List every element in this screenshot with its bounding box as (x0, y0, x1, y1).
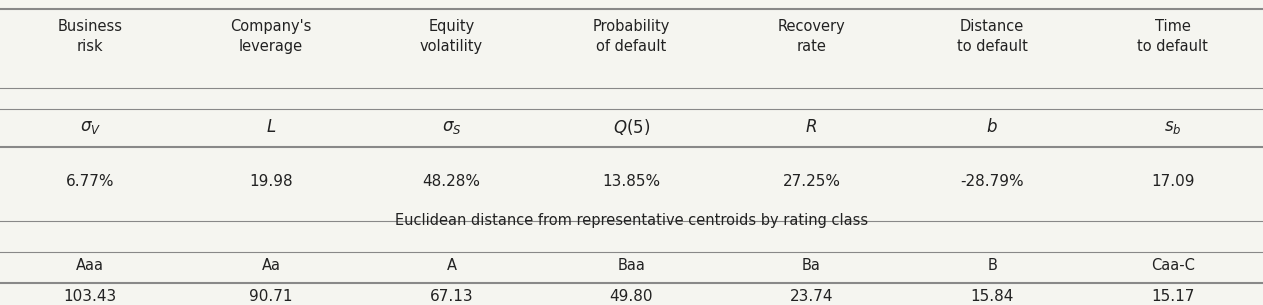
Text: $R$: $R$ (806, 118, 817, 136)
Text: Company's
leverage: Company's leverage (230, 19, 312, 54)
Text: Time
to default: Time to default (1137, 19, 1209, 54)
Text: $L$: $L$ (265, 118, 277, 136)
Text: Business
risk: Business risk (58, 19, 123, 54)
Text: Recovery
rate: Recovery rate (778, 19, 845, 54)
Text: Distance
to default: Distance to default (956, 19, 1028, 54)
Text: $\sigma_V$: $\sigma_V$ (80, 118, 101, 136)
Text: 27.25%: 27.25% (783, 174, 840, 189)
Text: 90.71: 90.71 (249, 289, 293, 304)
Text: Ba: Ba (802, 258, 821, 274)
Text: Equity
volatility: Equity volatility (421, 19, 482, 54)
Text: Probability
of default: Probability of default (592, 19, 671, 54)
Text: 13.85%: 13.85% (602, 174, 661, 189)
Text: $s_b$: $s_b$ (1164, 118, 1181, 136)
Text: Aa: Aa (261, 258, 280, 274)
Text: Caa-C: Caa-C (1151, 258, 1195, 274)
Text: A: A (447, 258, 456, 274)
Text: 103.43: 103.43 (63, 289, 117, 304)
Text: 6.77%: 6.77% (66, 174, 115, 189)
Text: 19.98: 19.98 (249, 174, 293, 189)
Text: 23.74: 23.74 (789, 289, 834, 304)
Text: 15.84: 15.84 (970, 289, 1014, 304)
Text: 15.17: 15.17 (1151, 289, 1195, 304)
Text: B: B (988, 258, 997, 274)
Text: 49.80: 49.80 (610, 289, 653, 304)
Text: -28.79%: -28.79% (960, 174, 1024, 189)
Text: $Q(5)$: $Q(5)$ (613, 117, 650, 137)
Text: $b$: $b$ (986, 118, 998, 136)
Text: Euclidean distance from representative centroids by rating class: Euclidean distance from representative c… (395, 213, 868, 228)
Text: 48.28%: 48.28% (423, 174, 480, 189)
Text: Baa: Baa (618, 258, 645, 274)
Text: 17.09: 17.09 (1151, 174, 1195, 189)
Text: 67.13: 67.13 (429, 289, 474, 304)
Text: Aaa: Aaa (76, 258, 105, 274)
Text: $\sigma_S$: $\sigma_S$ (442, 118, 461, 136)
